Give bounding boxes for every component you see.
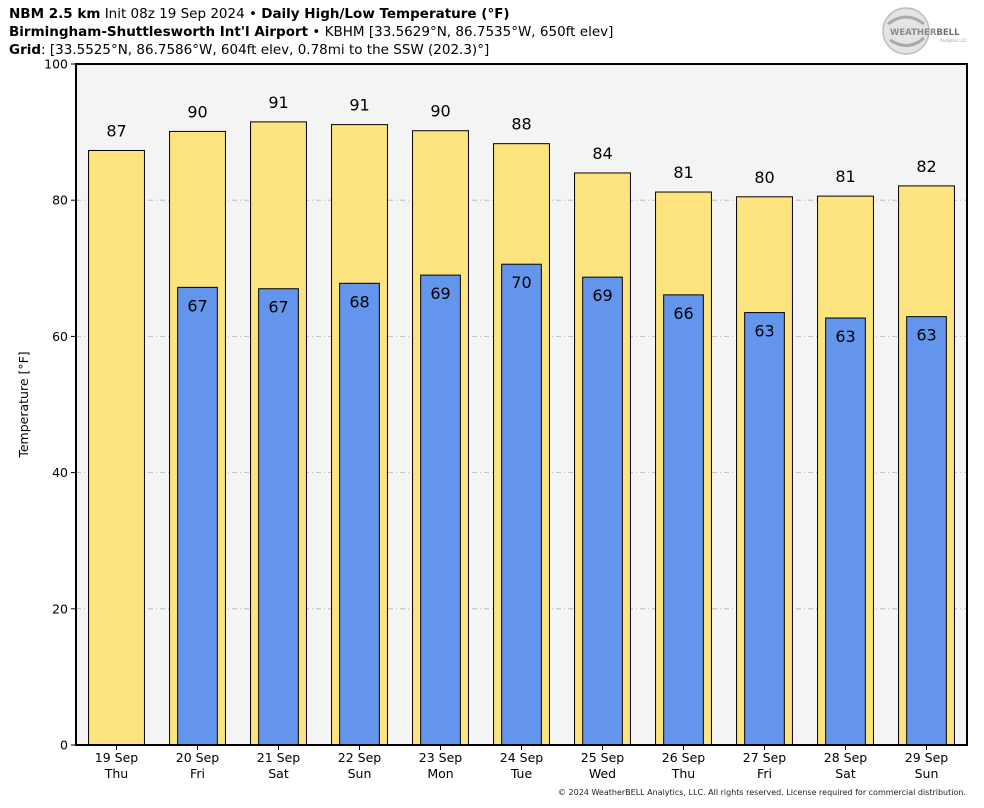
y-axis-label: Temperature [°F]: [16, 351, 31, 458]
x-tick-date: 20 Sep: [176, 750, 220, 765]
x-tick-day: Sat: [835, 766, 856, 781]
x-tick-date: 27 Sep: [743, 750, 787, 765]
x-tick-date: 19 Sep: [95, 750, 139, 765]
x-tick-date: 21 Sep: [257, 750, 301, 765]
plot-frame: [75, 63, 968, 746]
header-line-1: NBM 2.5 km Init 08z 19 Sep 2024 • Daily …: [9, 5, 510, 23]
logo-subtext: Analytics LLC: [940, 38, 967, 43]
logo-text-accent: BELL: [936, 28, 960, 38]
low-value-label: 70: [511, 273, 531, 292]
product-title: Daily High/Low Temperature (°F): [261, 6, 510, 22]
separator: •: [244, 6, 262, 22]
low-value-label: 63: [754, 322, 774, 341]
low-bar: [906, 316, 947, 746]
low-bar: [501, 263, 542, 746]
high-value-label: 91: [349, 96, 369, 115]
svg-text:WEATHERBELL: WEATHERBELL: [890, 28, 960, 38]
low-bar: [744, 312, 785, 746]
high-value-label: 82: [916, 157, 936, 176]
x-tick-date: 22 Sep: [338, 750, 382, 765]
high-bar: [88, 149, 145, 746]
x-tick-day: Fri: [190, 766, 205, 781]
low-bar: [258, 288, 299, 746]
low-value-label: 63: [835, 327, 855, 346]
high-value-label: 84: [592, 144, 612, 163]
low-bar: [177, 286, 218, 746]
low-bar: [339, 282, 380, 746]
y-tick-label: 60: [52, 329, 68, 344]
station-details: KBHM [33.5629°N, 86.7535°W, 650ft elev]: [324, 24, 614, 40]
grid-details: : [33.5525°N, 86.7586°W, 604ft elev, 0.7…: [41, 42, 490, 58]
low-value-label: 67: [268, 298, 288, 317]
y-tick-label: 80: [52, 193, 68, 208]
x-tick-day: Thu: [671, 766, 695, 781]
low-value-label: 69: [430, 284, 450, 303]
low-bar: [582, 276, 623, 746]
x-tick-date: 23 Sep: [419, 750, 463, 765]
x-tick-day: Fri: [757, 766, 772, 781]
high-value-label: 90: [430, 102, 450, 121]
copyright-notice: © 2024 WeatherBELL Analytics, LLC. All r…: [558, 788, 966, 797]
x-tick-day: Wed: [589, 766, 616, 781]
x-tick-date: 28 Sep: [824, 750, 868, 765]
x-tick-day: Tue: [510, 766, 533, 781]
y-tick-label: 0: [60, 738, 68, 753]
high-value-label: 91: [268, 93, 288, 112]
low-value-label: 67: [187, 296, 207, 315]
station-name: Birmingham-Shuttlesworth Int'l Airport: [9, 24, 309, 40]
y-tick-label: 100: [44, 57, 68, 72]
high-value-label: 81: [835, 167, 855, 186]
low-value-label: 66: [673, 304, 693, 323]
x-tick-date: 25 Sep: [581, 750, 625, 765]
low-bar: [420, 274, 461, 746]
y-tick-label: 20: [52, 601, 68, 616]
low-temperature-bars: [177, 263, 947, 746]
low-value-label: 69: [592, 286, 612, 305]
logo-text-main: WEATHER: [890, 28, 937, 38]
x-tick-day: Sun: [915, 766, 939, 781]
high-value-label: 87: [106, 121, 126, 140]
low-bar: [663, 294, 704, 746]
high-value-label: 80: [754, 168, 774, 187]
x-tick-date: 26 Sep: [662, 750, 706, 765]
y-tick-label: 40: [52, 465, 68, 480]
x-tick-day: Sat: [268, 766, 289, 781]
low-value-label: 68: [349, 292, 369, 311]
header-line-2: Birmingham-Shuttlesworth Int'l Airport •…: [9, 23, 613, 41]
separator: •: [308, 24, 325, 40]
high-value-label: 90: [187, 102, 207, 121]
x-tick-day: Sun: [348, 766, 372, 781]
x-tick-day: Mon: [427, 766, 453, 781]
header-line-3: Grid: [33.5525°N, 86.7586°W, 604ft elev,…: [9, 41, 489, 59]
y-axis: 0 20 40 60 80 100: [44, 57, 76, 753]
high-value-label: 88: [511, 115, 531, 134]
weatherbell-logo: WEATHERBELL Analytics LLC: [882, 7, 967, 55]
high-value-label: 81: [673, 163, 693, 182]
data-labels: 87 90 67 91 67 91 68 90 69 88 70 84 69 81 66 80 63 81 63 82…: [106, 93, 936, 346]
grid-label: Grid: [9, 42, 42, 58]
x-tick-date: 29 Sep: [905, 750, 949, 765]
low-bar: [825, 317, 866, 746]
x-tick-day: Thu: [104, 766, 128, 781]
model-name: NBM 2.5 km: [9, 6, 101, 22]
init-time: Init 08z 19 Sep 2024: [104, 6, 245, 22]
low-value-label: 63: [916, 326, 936, 345]
x-tick-date: 24 Sep: [500, 750, 544, 765]
